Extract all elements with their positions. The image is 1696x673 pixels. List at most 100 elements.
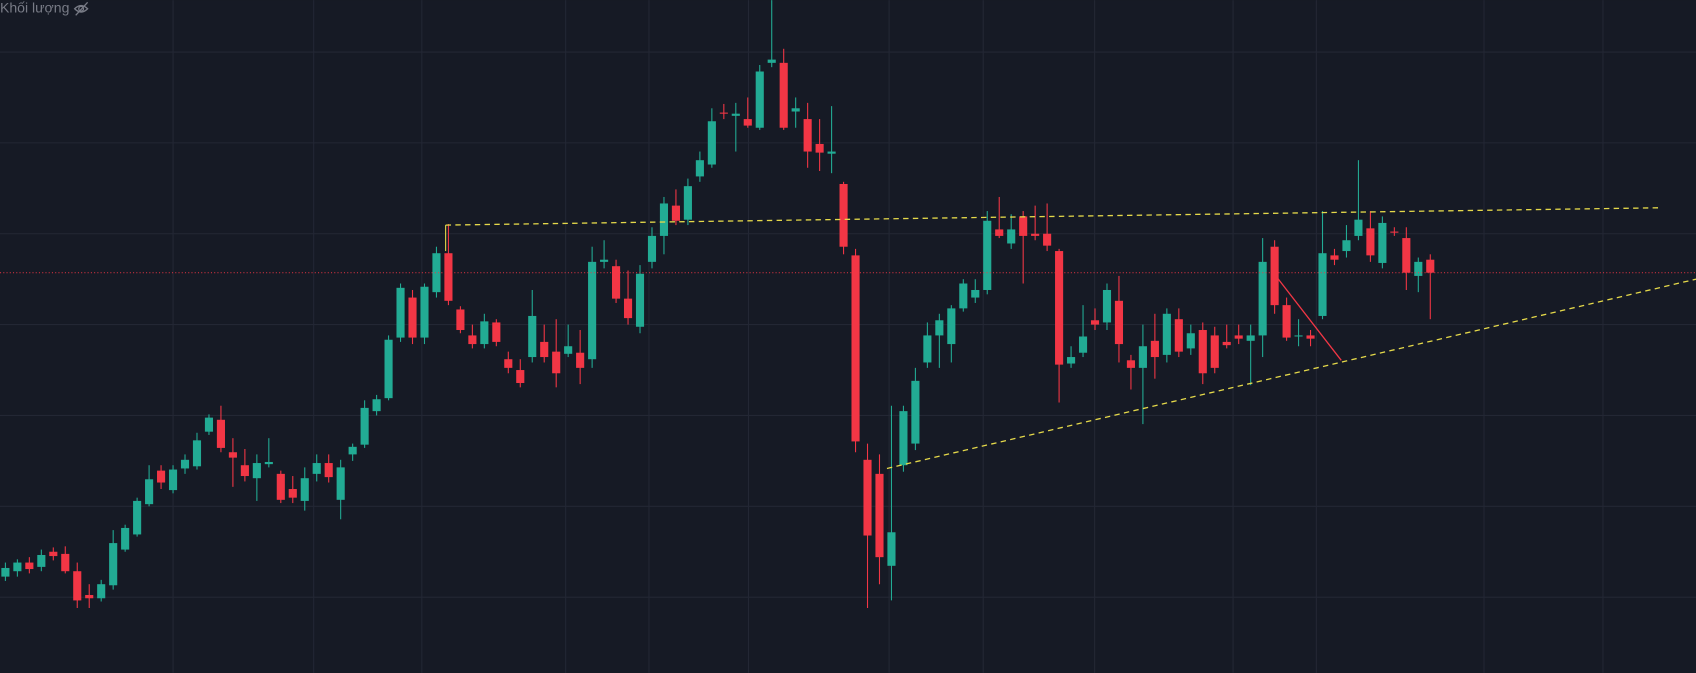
candle-body	[995, 229, 1004, 236]
candle-body	[803, 119, 812, 152]
candle-body	[420, 286, 429, 338]
candle-body	[576, 352, 585, 368]
candle-body	[731, 113, 740, 116]
candle-body	[360, 407, 369, 445]
candle-body	[85, 595, 94, 599]
candle-body	[1090, 320, 1100, 325]
candle-body	[396, 287, 405, 338]
candle-body	[779, 62, 788, 128]
candle-body	[1174, 319, 1183, 352]
candle-body	[228, 452, 237, 458]
candle-body	[935, 320, 944, 336]
candle-body	[959, 283, 968, 309]
candle-body	[600, 259, 609, 262]
candle-body	[1294, 335, 1303, 337]
candle-body	[899, 411, 908, 466]
candle-body	[480, 321, 489, 345]
candle-body	[588, 261, 597, 360]
candle-body	[516, 370, 525, 384]
candle-body	[49, 551, 58, 557]
candle-body	[264, 461, 273, 465]
candle-body	[1402, 238, 1411, 273]
candle-body	[1067, 357, 1076, 364]
candle-body	[983, 220, 992, 290]
candle-body	[1126, 360, 1135, 368]
candle-body	[1354, 219, 1363, 236]
candle-body	[1019, 216, 1028, 236]
trend-line	[886, 278, 1696, 470]
candle-body	[276, 473, 285, 500]
volume-label: Khối lượng	[0, 0, 69, 15]
candle-body	[1198, 330, 1207, 374]
candle-body	[1055, 251, 1064, 365]
candle-body	[1102, 289, 1112, 323]
candle-body	[1246, 335, 1255, 341]
candle-body	[911, 380, 920, 444]
candle-body	[923, 335, 932, 363]
candle-body	[947, 308, 956, 345]
candle-body	[1162, 313, 1171, 355]
candle-body	[13, 562, 22, 572]
candle-body	[851, 255, 860, 442]
candle-body	[492, 322, 501, 342]
candle-body	[623, 298, 633, 319]
candle-body	[743, 119, 752, 126]
candle-body	[1318, 253, 1327, 316]
candle-body	[887, 532, 896, 566]
candle-body	[695, 160, 704, 177]
candle-body	[456, 309, 465, 331]
candle-body	[683, 186, 692, 220]
candle-body	[468, 335, 477, 345]
candle-body	[827, 151, 836, 154]
candle-body	[671, 205, 680, 221]
candle-body	[875, 473, 884, 558]
candle-body	[336, 467, 345, 500]
candle-body	[1390, 231, 1399, 233]
candle-body	[1234, 335, 1243, 339]
candle-body	[1366, 228, 1375, 256]
candle-body	[719, 112, 728, 114]
candle-body	[1270, 246, 1279, 306]
candle-body	[1222, 341, 1231, 346]
visibility-icon[interactable]	[73, 1, 89, 16]
candle-body	[133, 500, 142, 535]
candle-body	[444, 253, 453, 301]
candle-body	[1031, 233, 1040, 236]
candle-body	[372, 399, 381, 412]
slash	[75, 1, 89, 16]
candle-body	[97, 584, 106, 599]
candle-body	[240, 465, 249, 477]
candle-body	[971, 289, 980, 298]
candle-body	[1150, 340, 1159, 358]
candle-body	[1007, 229, 1016, 244]
candles	[1, 0, 1435, 608]
candle-body	[1414, 261, 1423, 276]
candle-body	[1043, 233, 1052, 246]
candle-body	[348, 446, 357, 455]
candle-body	[288, 489, 297, 498]
candle-body	[755, 71, 764, 128]
candle-body	[1426, 259, 1435, 273]
drawn-line	[1273, 273, 1342, 361]
candle-body	[180, 459, 190, 469]
candle-body	[384, 339, 393, 399]
candle-body	[635, 273, 645, 327]
candle-body	[109, 543, 118, 586]
candle-body	[564, 346, 573, 354]
candle-body	[204, 417, 214, 432]
trend-line	[445, 207, 1661, 226]
candle-body	[1114, 300, 1124, 345]
candle-body	[528, 315, 537, 358]
candle-body	[1, 567, 10, 577]
candle-body	[73, 571, 82, 601]
candle-body	[1186, 333, 1195, 349]
candle-body	[1078, 336, 1088, 353]
candle-body	[659, 203, 669, 236]
candle-body	[540, 341, 549, 358]
candle-body	[1138, 346, 1147, 368]
candle-body	[432, 253, 441, 293]
candle-body	[252, 463, 261, 479]
